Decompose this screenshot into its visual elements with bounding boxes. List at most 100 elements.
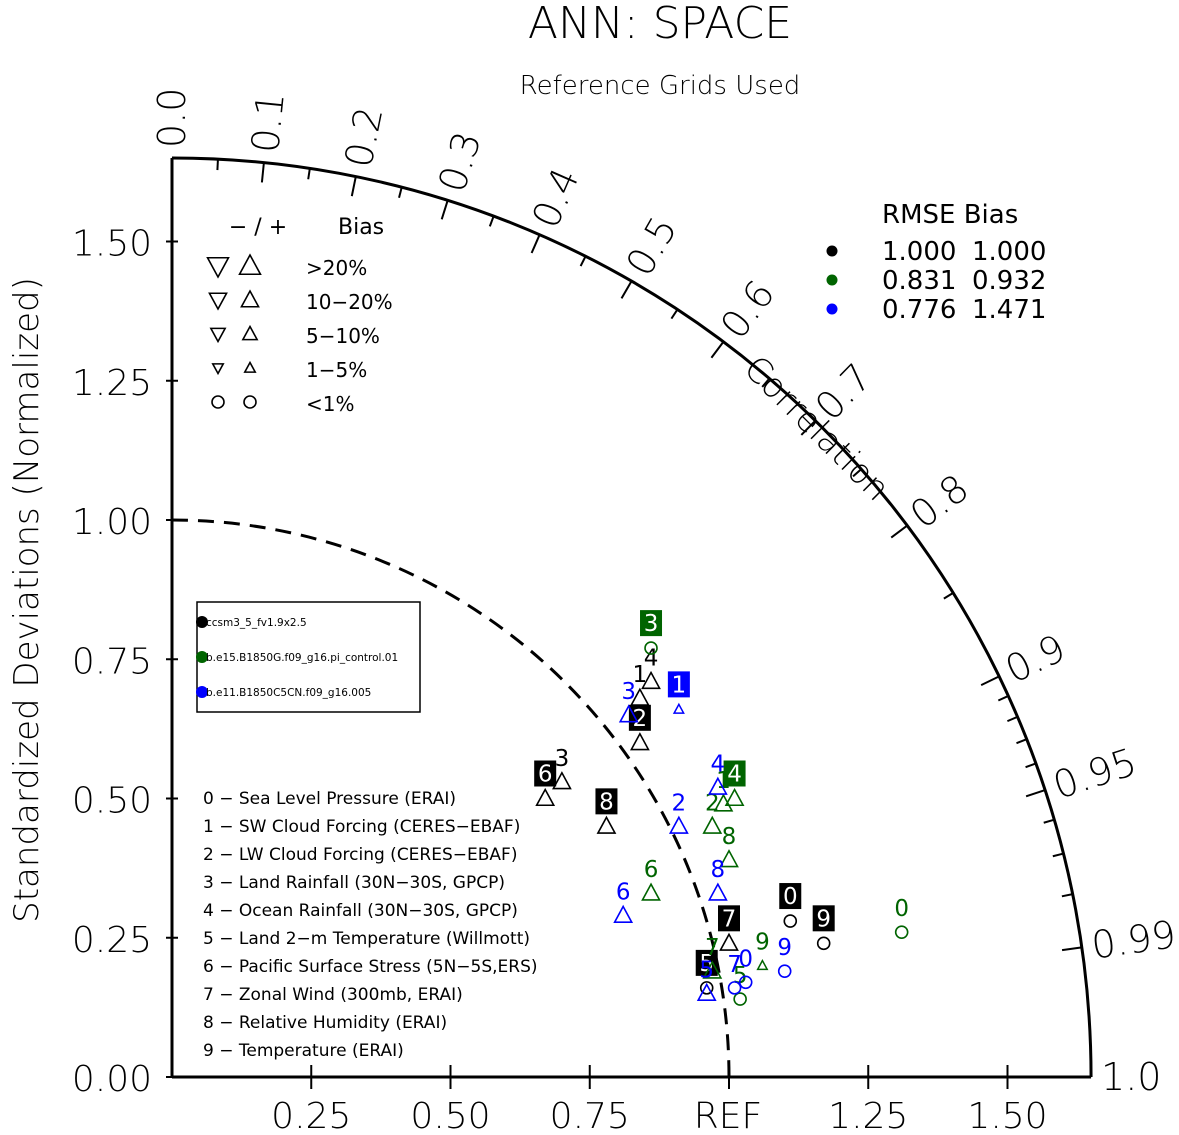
correlation-tick xyxy=(1007,715,1018,723)
data-point-marker xyxy=(738,975,753,990)
data-point-marker xyxy=(707,776,728,795)
correlation-axis-label: Correlation xyxy=(736,348,898,509)
data-point-label-box xyxy=(779,883,802,910)
rmse-legend-rmse: 0.776 xyxy=(882,295,956,325)
bias-legend-circle-icon xyxy=(243,395,257,409)
data-point: 9 xyxy=(755,930,770,971)
data-point-label: 8 xyxy=(722,824,737,850)
data-point-label-box xyxy=(718,905,740,932)
data-point-label: 8 xyxy=(711,857,726,883)
data-point-marker xyxy=(668,815,689,834)
data-point: 7 xyxy=(718,905,740,951)
data-point-label-box xyxy=(667,671,690,698)
bias-legend-label: 5−10% xyxy=(306,324,380,348)
data-point: 3 xyxy=(640,610,663,655)
data-point-label: 3 xyxy=(555,746,570,772)
correlation-tick xyxy=(852,468,862,478)
rmse-legend-rmse: 0.831 xyxy=(882,266,956,296)
correlation-tick xyxy=(260,162,265,183)
data-point-label: 6 xyxy=(538,762,553,788)
data-point: 0 xyxy=(894,896,909,939)
correlation-tick xyxy=(1052,852,1064,858)
correlation-tick xyxy=(1016,738,1028,745)
correlation-tick-label: 0.99 xyxy=(1089,912,1179,967)
data-point-marker xyxy=(777,964,792,978)
data-point-label: 8 xyxy=(599,789,614,815)
correlation-tick xyxy=(350,176,357,197)
x-tick-label: 0.25 xyxy=(271,1096,351,1135)
cases-legend-dot-icon xyxy=(196,651,208,663)
data-point-marker xyxy=(672,702,685,714)
data-point: 5 xyxy=(696,957,717,1001)
correlation-tick xyxy=(488,215,495,227)
legends-layer: − / + Bias >20% 10−20% 5−10% 1−5% <1% RMSE Bias… xyxy=(196,200,1046,1061)
data-point-label: 1 xyxy=(672,672,687,698)
data-point-marker xyxy=(783,914,798,928)
data-point-label-box xyxy=(695,949,718,976)
data-point-label: 6 xyxy=(644,857,659,883)
cases-legend-box xyxy=(196,601,421,713)
data-point: 9 xyxy=(812,905,835,951)
data-point-marker xyxy=(629,732,650,751)
data-point-marker xyxy=(756,959,769,971)
correlation-tick xyxy=(307,168,311,180)
bias-legend-header: Bias xyxy=(338,215,384,240)
correlation-tick xyxy=(997,695,1009,702)
data-point-label: 4 xyxy=(727,762,742,788)
data-point-label: 2 xyxy=(705,790,720,816)
variable-legend-item: 0 − Sea Level Pressure (ERAI) xyxy=(203,789,456,809)
data-point: 0 xyxy=(738,946,753,990)
chart-title: ANN: SPACE xyxy=(528,0,792,49)
correlation-tick-label: 0.1 xyxy=(243,90,293,155)
data-point-label: 7 xyxy=(727,952,742,978)
data-point-label: 0 xyxy=(738,946,753,972)
bias-legend-label: 1−5% xyxy=(306,358,367,382)
cases-legend-name: b.e15.B1850G.f09_g16.pi_control.01 xyxy=(206,652,398,664)
data-point-label-box xyxy=(534,760,557,787)
data-point: 6 xyxy=(613,879,634,924)
data-point-label: 7 xyxy=(705,935,720,961)
data-point: 6 xyxy=(534,760,557,807)
rmse-legend-dot-icon xyxy=(826,245,838,257)
cases-legend-name: ccsm3_5_fv1.9x2.5 xyxy=(206,617,307,629)
chart-subtitle: Reference Grids Used xyxy=(520,71,801,101)
rmse-legend-bias: 1.471 xyxy=(972,295,1046,325)
data-point-marker xyxy=(618,704,639,723)
data-point: 4 xyxy=(723,760,746,807)
correlation-tick xyxy=(1043,818,1055,824)
y-axis-label: Standardized Deviations (Normalized) xyxy=(7,277,47,923)
correlation-tick xyxy=(579,255,587,267)
data-point-marker xyxy=(641,882,661,901)
rmse-legend-bias: 1.000 xyxy=(972,237,1046,267)
correlation-tick-label: 0.0 xyxy=(150,88,194,148)
data-point: 0 xyxy=(779,883,802,928)
data-point-marker xyxy=(719,932,739,951)
correlation-tick-label: 0.6 xyxy=(712,272,783,347)
correlation-tick xyxy=(398,186,403,199)
data-point-marker xyxy=(707,882,728,901)
data-point: 3 xyxy=(618,679,639,723)
data-point: 8 xyxy=(595,788,618,834)
reference-arc xyxy=(171,518,731,1078)
data-point-label: 3 xyxy=(621,679,636,705)
data-point: 2 xyxy=(668,790,689,834)
data-point-label: 2 xyxy=(633,706,648,732)
data-point-label: 1 xyxy=(633,662,648,688)
bias-legend-circle-icon xyxy=(211,395,225,409)
rmse-legend-rmse: 1.000 xyxy=(882,237,956,267)
correlation-tick xyxy=(890,524,908,539)
data-point-marker xyxy=(894,925,909,939)
data-point-marker xyxy=(641,670,661,690)
data-point-marker xyxy=(733,992,747,1006)
data-point: 7 xyxy=(727,952,742,995)
data-point: 5 xyxy=(695,949,718,995)
cases-legend-dot-icon xyxy=(196,616,208,628)
data-point-label-box xyxy=(595,788,618,815)
variable-legend-item: 5 − Land 2−m Temperature (Willmott) xyxy=(203,929,530,949)
cases-legend-dot-icon xyxy=(196,686,208,698)
correlation-tick-label: 1.0 xyxy=(1101,1055,1161,1099)
data-point-label: 2 xyxy=(672,790,687,816)
variable-legend-item: 1 − SW Cloud Forcing (CERES−EBAF) xyxy=(203,817,520,837)
